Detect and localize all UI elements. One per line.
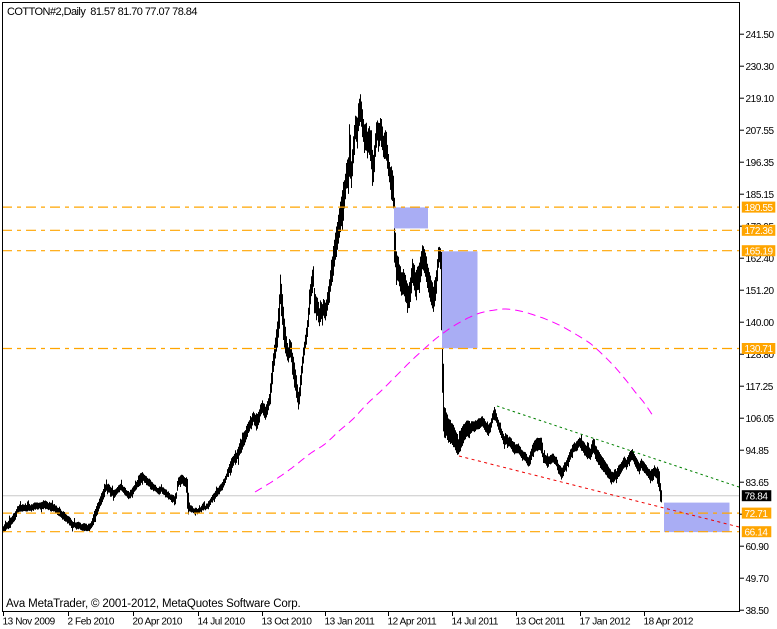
svg-text:172.36: 172.36 xyxy=(745,226,774,237)
svg-text:13 Jan 2011: 13 Jan 2011 xyxy=(325,617,376,628)
svg-text:13 Oct 2011: 13 Oct 2011 xyxy=(516,617,566,628)
svg-text:17 Jan 2012: 17 Jan 2012 xyxy=(580,617,631,628)
svg-text:196.35: 196.35 xyxy=(746,158,775,169)
svg-text:13 Oct 2010: 13 Oct 2010 xyxy=(262,617,313,628)
svg-text:241.50: 241.50 xyxy=(746,30,775,41)
svg-text:162.40: 162.40 xyxy=(746,254,775,265)
svg-text:185.15: 185.15 xyxy=(746,190,775,201)
svg-text:12 Apr 2011: 12 Apr 2011 xyxy=(388,617,438,628)
svg-text:COTTON#2,Daily 81.57 81.70 77: COTTON#2,Daily 81.57 81.70 77.07 78.84 xyxy=(7,6,197,18)
svg-text:106.05: 106.05 xyxy=(746,414,775,425)
svg-text:230.30: 230.30 xyxy=(746,62,775,73)
svg-text:94.85: 94.85 xyxy=(746,446,770,457)
svg-text:60.90: 60.90 xyxy=(746,542,770,553)
svg-text:117.25: 117.25 xyxy=(746,382,774,393)
svg-text:14 Jul 2011: 14 Jul 2011 xyxy=(452,617,499,628)
svg-text:Ava MetaTrader, © 2001-2012, M: Ava MetaTrader, © 2001-2012, MetaQuotes … xyxy=(6,598,301,610)
svg-text:13 Nov 2009: 13 Nov 2009 xyxy=(3,617,56,628)
svg-text:180.55: 180.55 xyxy=(745,203,774,214)
svg-text:128.80: 128.80 xyxy=(746,350,775,361)
svg-text:140.00: 140.00 xyxy=(746,318,775,329)
svg-text:219.10: 219.10 xyxy=(746,94,775,105)
svg-text:151.20: 151.20 xyxy=(746,286,775,297)
svg-text:38.50: 38.50 xyxy=(746,606,770,617)
svg-text:14 Jul 2010: 14 Jul 2010 xyxy=(198,617,246,628)
svg-text:165.19: 165.19 xyxy=(745,246,774,257)
svg-text:130.71: 130.71 xyxy=(745,344,774,355)
svg-text:49.70: 49.70 xyxy=(746,574,770,585)
svg-text:78.84: 78.84 xyxy=(745,491,769,502)
svg-text:207.55: 207.55 xyxy=(746,126,775,137)
svg-text:72.71: 72.71 xyxy=(745,509,769,520)
svg-text:20 Apr 2010: 20 Apr 2010 xyxy=(133,617,183,628)
svg-text:83.65: 83.65 xyxy=(746,478,770,489)
svg-text:66.14: 66.14 xyxy=(745,527,769,538)
svg-text:18 Apr 2012: 18 Apr 2012 xyxy=(644,617,694,628)
svg-text:2 Feb 2010: 2 Feb 2010 xyxy=(68,617,115,628)
